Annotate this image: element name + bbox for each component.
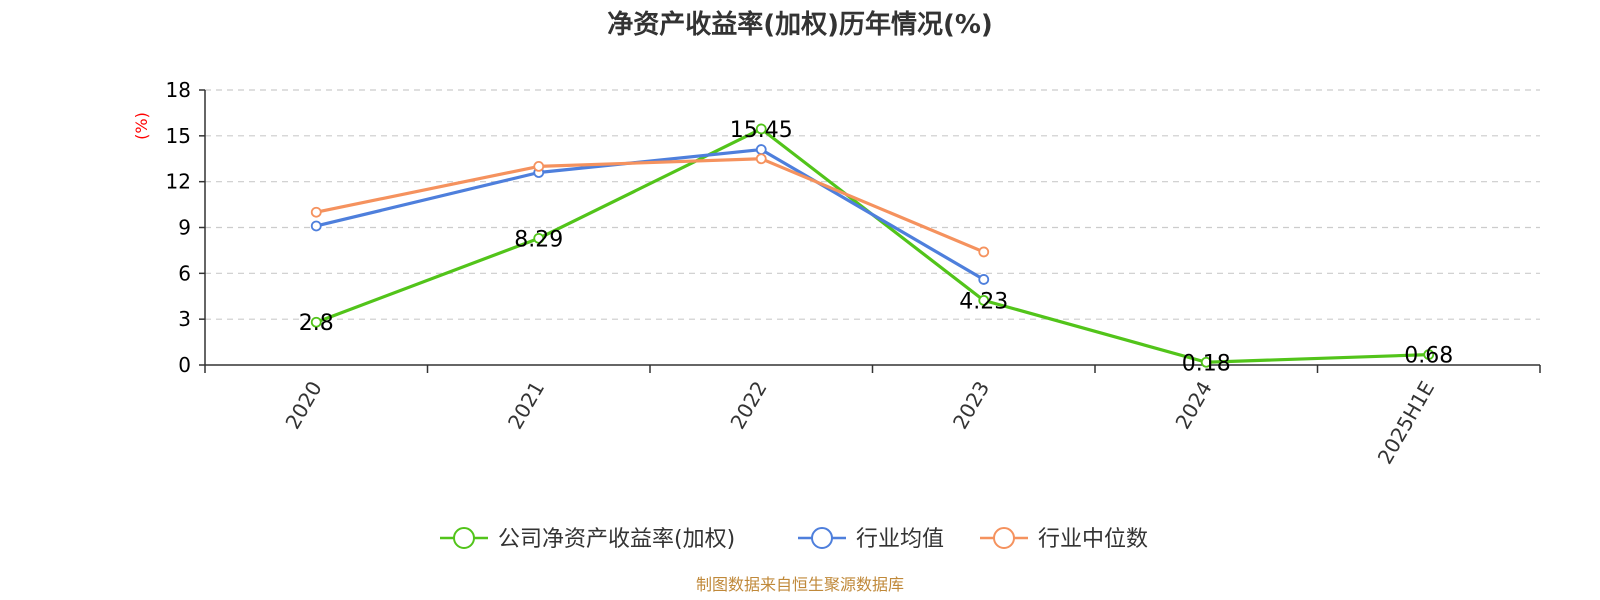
legend-label: 行业均值 [856, 527, 944, 552]
data-point [755, 153, 767, 165]
x-tick-label: 2021 [503, 377, 549, 433]
data-label: 0.68 [1404, 344, 1453, 369]
data-label: 0.18 [1182, 351, 1231, 376]
legend-label: 公司净资产收益率(加权) [498, 527, 735, 552]
y-tick-label: 15 [166, 124, 191, 148]
data-point [978, 246, 990, 258]
y-tick-label: 6 [178, 261, 191, 285]
data-label: 15.45 [730, 118, 793, 143]
y-tick-label: 9 [178, 216, 191, 240]
y-tick-label: 0 [178, 353, 191, 377]
legend[interactable]: 公司净资产收益率(加权) 行业均值 行业中位数 [440, 527, 1148, 552]
data-point [978, 294, 990, 306]
data-point [1200, 356, 1212, 368]
series-group [310, 123, 1435, 368]
x-tick-label: 2022 [725, 377, 771, 433]
legend-label: 行业中位数 [1038, 527, 1148, 552]
source-note: 制图数据来自恒生聚源数据库 [696, 575, 904, 594]
data-point [310, 316, 322, 328]
chart-title: 净资产收益率(加权)历年情况(%) [607, 9, 993, 40]
legend-marker-icon [811, 527, 833, 549]
series-line-0 [315, 127, 1429, 364]
data-point [533, 232, 545, 244]
x-tick-label: 2020 [280, 377, 326, 433]
y-tick-label: 3 [178, 307, 191, 331]
legend-marker-icon [453, 527, 475, 549]
data-label: 4.23 [959, 289, 1008, 314]
data-label: 8.29 [514, 227, 563, 252]
data-point [978, 274, 990, 285]
data-point [755, 123, 767, 135]
legend-marker-icon [993, 527, 1015, 549]
data-point [533, 160, 545, 172]
data-label: 2.8 [299, 311, 334, 336]
series-line-2 [315, 157, 985, 254]
data-labels: 2.8 8.29 15.45 4.23 0.18 0.68 [299, 118, 1453, 376]
legend-item[interactable]: 行业中位数 [980, 527, 1148, 552]
legend-item[interactable]: 公司净资产收益率(加权) [440, 527, 735, 552]
data-point [310, 220, 322, 232]
y-tick-label: 18 [166, 78, 191, 102]
y-axis-label: (%) [132, 112, 151, 140]
data-point [310, 206, 322, 218]
data-point [755, 144, 767, 155]
x-tick-label: 2023 [948, 377, 994, 433]
series-line-1 [315, 147, 985, 281]
x-tick-label: 2025H1E [1373, 377, 1439, 468]
legend-item[interactable]: 行业均值 [798, 527, 944, 552]
y-tick-label: 12 [166, 170, 191, 194]
data-point [1423, 349, 1435, 361]
grid-lines [205, 89, 1540, 320]
x-tick-label: 2024 [1170, 377, 1216, 433]
